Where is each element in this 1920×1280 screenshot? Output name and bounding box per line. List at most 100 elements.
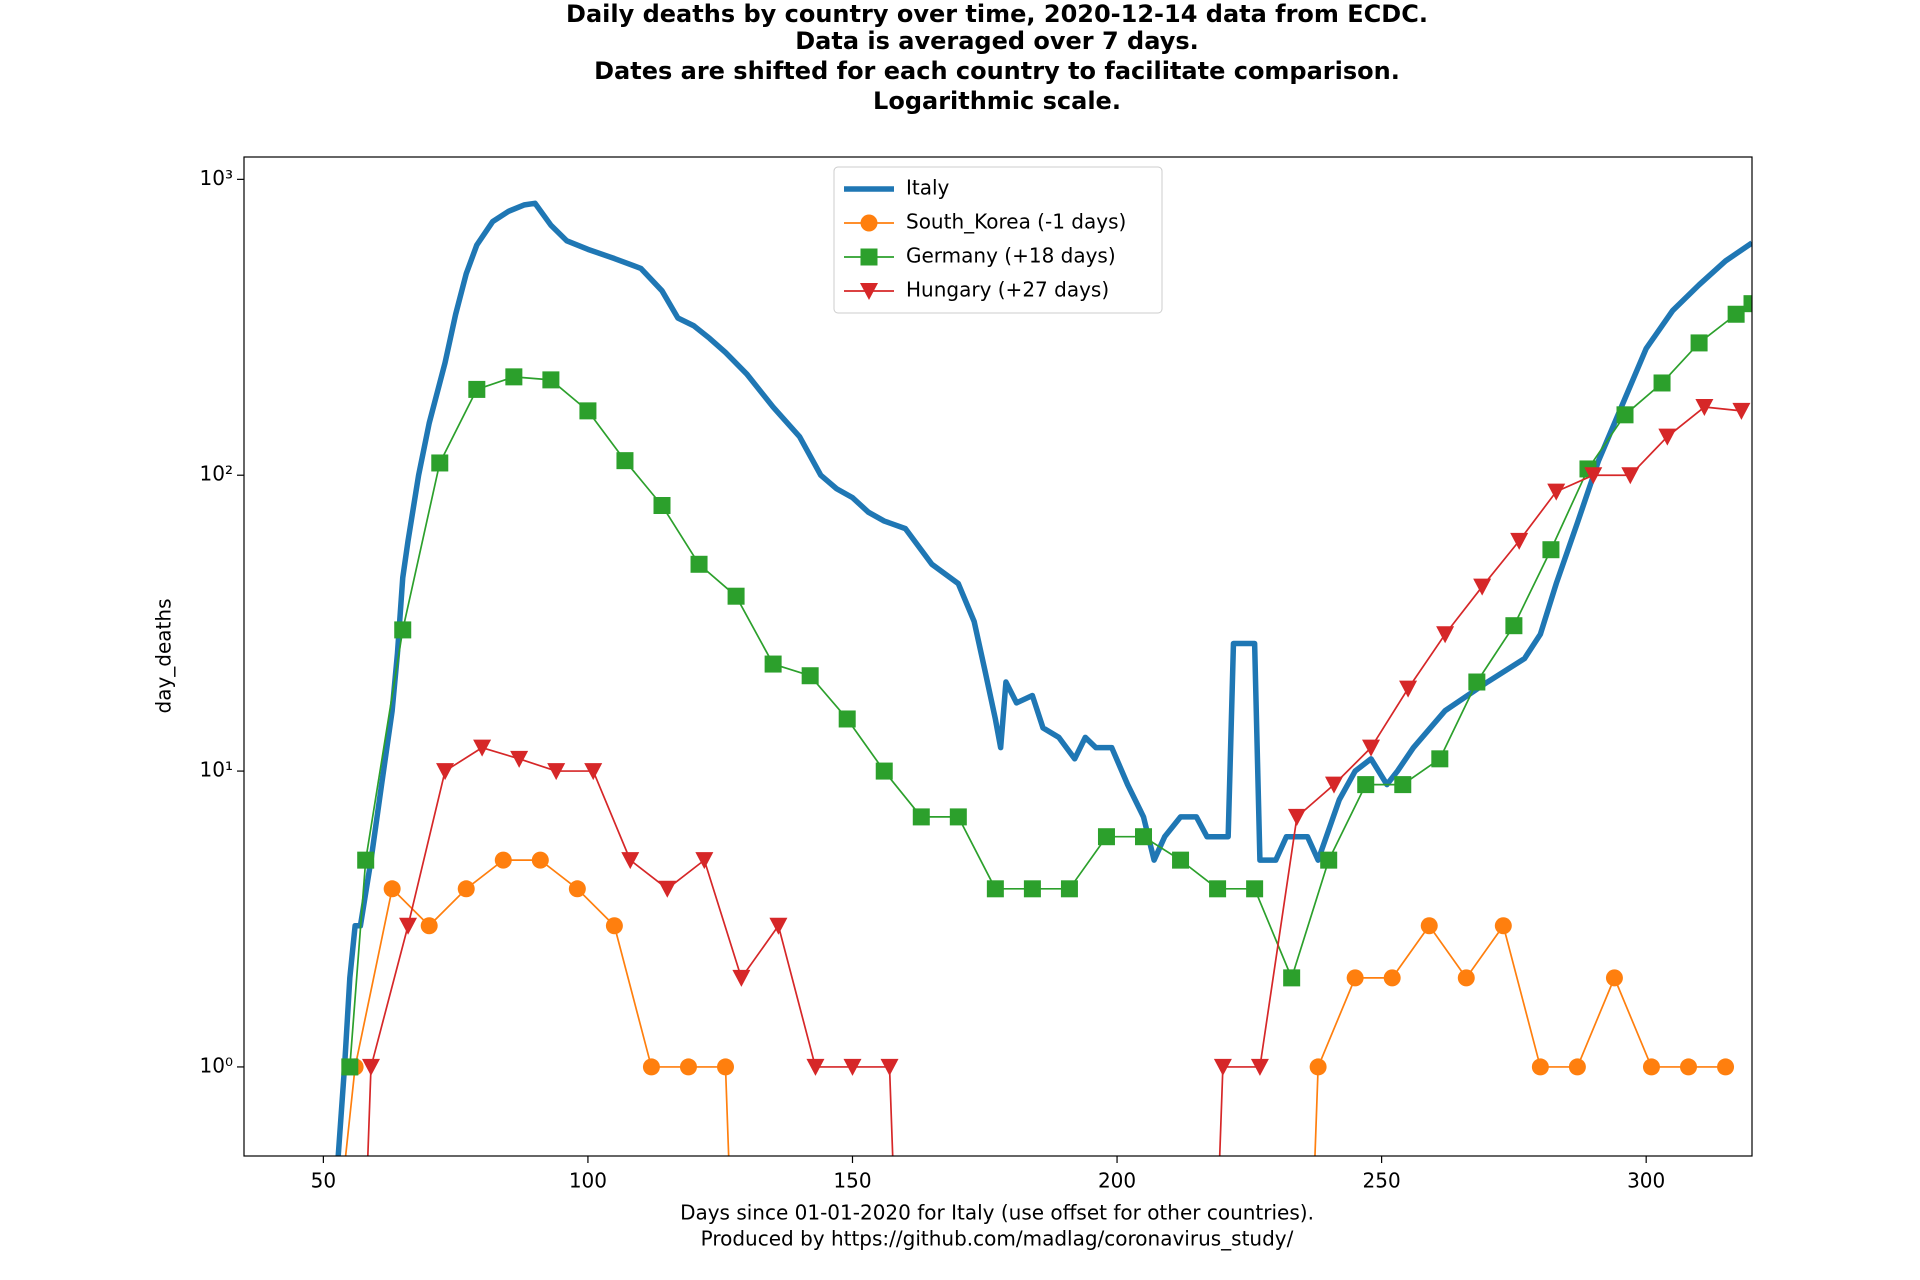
marker bbox=[806, 1058, 825, 1076]
y-tick-label: 10¹ bbox=[200, 758, 233, 782]
marker bbox=[1717, 1058, 1735, 1076]
marker bbox=[1431, 750, 1449, 768]
marker bbox=[1531, 1058, 1549, 1076]
marker bbox=[531, 851, 549, 869]
marker bbox=[875, 762, 893, 780]
marker bbox=[1399, 680, 1418, 698]
marker bbox=[1283, 969, 1301, 987]
marker bbox=[1616, 406, 1634, 424]
marker bbox=[860, 214, 878, 232]
marker bbox=[1287, 808, 1306, 826]
marker bbox=[1468, 673, 1486, 691]
x-tick-label: 200 bbox=[1098, 1169, 1136, 1193]
marker bbox=[1457, 969, 1475, 987]
marker bbox=[1621, 467, 1640, 485]
marker bbox=[1653, 374, 1671, 392]
marker bbox=[1680, 1058, 1698, 1076]
marker bbox=[361, 1058, 380, 1076]
legend-label: Germany (+18 days) bbox=[906, 244, 1116, 268]
marker bbox=[341, 1058, 359, 1076]
axes-frame bbox=[243, 156, 1753, 1157]
marker bbox=[1172, 851, 1190, 869]
marker bbox=[1658, 428, 1677, 446]
marker bbox=[695, 852, 714, 870]
title-line: Logarithmic scale. bbox=[873, 87, 1121, 115]
y-tick-label: 10⁰ bbox=[200, 1053, 233, 1077]
marker bbox=[1023, 880, 1041, 898]
marker bbox=[457, 880, 475, 898]
marker bbox=[769, 917, 788, 935]
marker bbox=[880, 1058, 899, 1076]
marker bbox=[801, 667, 819, 685]
y-tick-label: 10² bbox=[200, 462, 233, 486]
legend: Italy South_Korea (-1 days) Germany (+18 d… bbox=[833, 166, 1163, 314]
marker bbox=[986, 880, 1004, 898]
marker bbox=[1383, 969, 1401, 987]
marker bbox=[542, 371, 560, 389]
x-tick-label: 250 bbox=[1363, 1169, 1401, 1193]
marker bbox=[1510, 532, 1529, 550]
marker bbox=[838, 710, 856, 728]
legend-label: South_Korea (-1 days) bbox=[906, 210, 1126, 234]
marker bbox=[383, 880, 401, 898]
marker bbox=[1357, 776, 1375, 794]
marker bbox=[1473, 578, 1492, 596]
marker bbox=[1209, 880, 1227, 898]
x-axis-label: Produced by https://github.com/madlag/co… bbox=[701, 1227, 1294, 1251]
legend-label: Hungary (+27 days) bbox=[906, 278, 1109, 302]
marker bbox=[505, 368, 523, 386]
legend-label: Italy bbox=[906, 176, 950, 200]
marker bbox=[510, 750, 529, 768]
marker bbox=[473, 739, 492, 757]
marker bbox=[420, 917, 438, 935]
marker bbox=[399, 917, 418, 935]
marker bbox=[764, 655, 782, 673]
marker bbox=[949, 808, 967, 826]
series-line bbox=[366, 406, 1742, 1156]
marker bbox=[431, 454, 449, 472]
x-tick-label: 300 bbox=[1627, 1169, 1665, 1193]
marker bbox=[1505, 617, 1523, 635]
marker bbox=[584, 763, 603, 781]
marker bbox=[436, 763, 455, 781]
title-line: Data is averaged over 7 days. bbox=[795, 27, 1199, 55]
marker bbox=[1695, 399, 1714, 417]
marker bbox=[1436, 626, 1455, 644]
y-tick-label: 10³ bbox=[200, 166, 233, 190]
marker bbox=[1324, 776, 1343, 794]
marker bbox=[1309, 1058, 1327, 1076]
marker bbox=[642, 1058, 660, 1076]
marker bbox=[1547, 483, 1566, 501]
x-tick-label: 100 bbox=[569, 1169, 607, 1193]
marker bbox=[860, 248, 878, 266]
marker bbox=[1494, 917, 1512, 935]
marker bbox=[394, 621, 412, 639]
marker bbox=[1743, 295, 1752, 313]
marker bbox=[1542, 541, 1560, 559]
marker bbox=[1642, 1058, 1660, 1076]
marker bbox=[1250, 1058, 1269, 1076]
marker bbox=[679, 1058, 697, 1076]
marker bbox=[605, 917, 623, 935]
marker bbox=[1584, 467, 1603, 485]
marker bbox=[494, 851, 512, 869]
marker bbox=[1727, 305, 1745, 323]
marker bbox=[1394, 776, 1412, 794]
marker bbox=[621, 852, 640, 870]
marker bbox=[1420, 917, 1438, 935]
marker bbox=[357, 851, 375, 869]
marker bbox=[1320, 851, 1338, 869]
x-tick-label: 150 bbox=[833, 1169, 871, 1193]
series-line bbox=[348, 302, 1752, 1068]
x-axis-label: Days since 01-01-2020 for Italy (use off… bbox=[680, 1201, 1314, 1225]
legend-box bbox=[833, 166, 1163, 314]
marker bbox=[616, 452, 634, 470]
marker bbox=[1568, 1058, 1586, 1076]
marker bbox=[727, 587, 745, 605]
marker bbox=[579, 402, 597, 420]
marker bbox=[860, 283, 878, 300]
x-tick-label: 50 bbox=[311, 1169, 336, 1193]
marker bbox=[568, 880, 586, 898]
marker bbox=[1135, 828, 1153, 846]
